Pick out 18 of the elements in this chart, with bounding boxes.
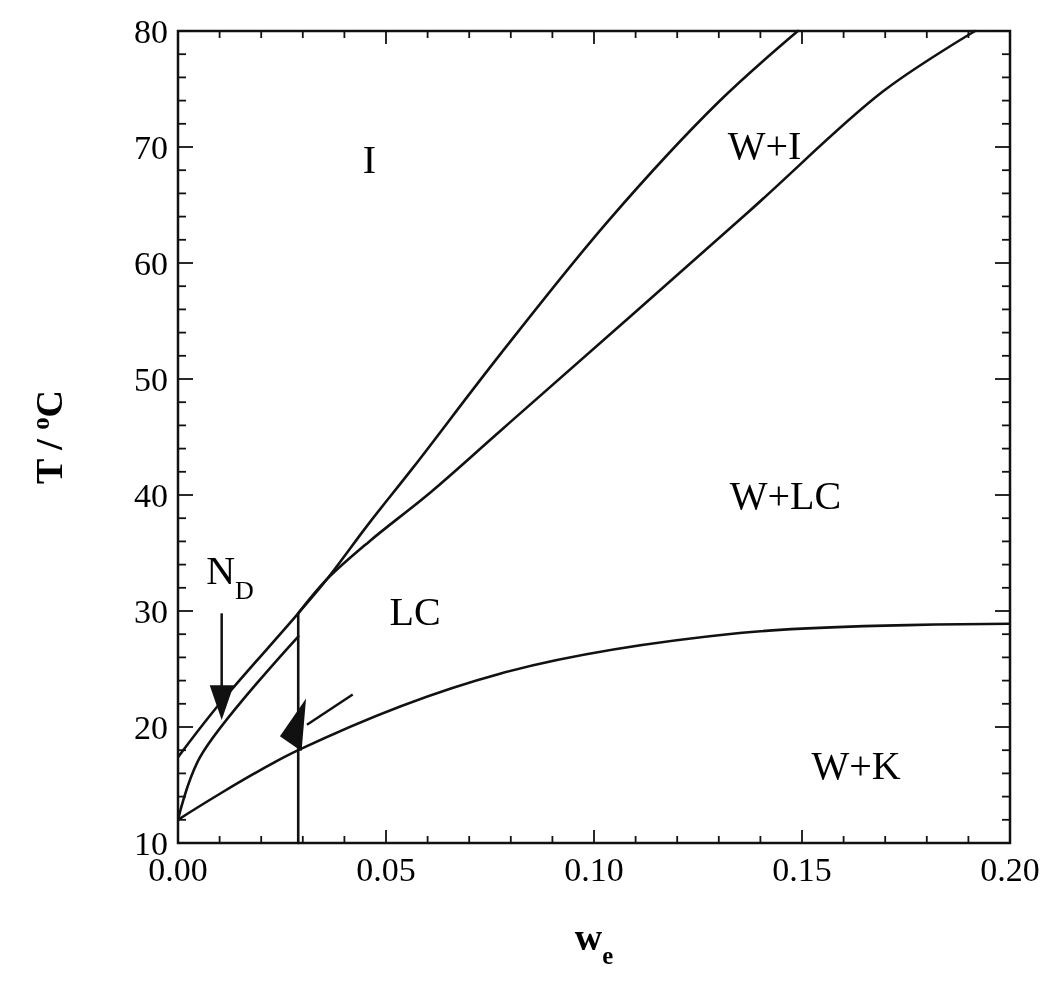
- x-tick-label: 0.10: [564, 851, 624, 888]
- y-tick-label: 80: [134, 13, 168, 50]
- y-tick-label: 60: [134, 245, 168, 282]
- y-tick-label: 70: [134, 129, 168, 166]
- x-tick-label: 0.20: [980, 851, 1040, 888]
- y-tick-label: 40: [134, 477, 168, 514]
- y-tick-label: 20: [134, 709, 168, 746]
- x-axis-title: w$_{e}$: [574, 916, 614, 969]
- x-tick-label: 0.05: [356, 851, 416, 888]
- annotation: I: [362, 136, 377, 182]
- annotation: N$_{D}$: [206, 548, 254, 605]
- y-tick-label: 50: [134, 361, 168, 398]
- annotation: LC: [389, 589, 441, 634]
- y-tick-label: 30: [134, 593, 168, 630]
- annotation: W+I: [727, 122, 802, 168]
- annotation: W+LC: [729, 473, 842, 518]
- x-tick-label: 0.15: [772, 851, 832, 888]
- annotation: W+K: [811, 743, 901, 789]
